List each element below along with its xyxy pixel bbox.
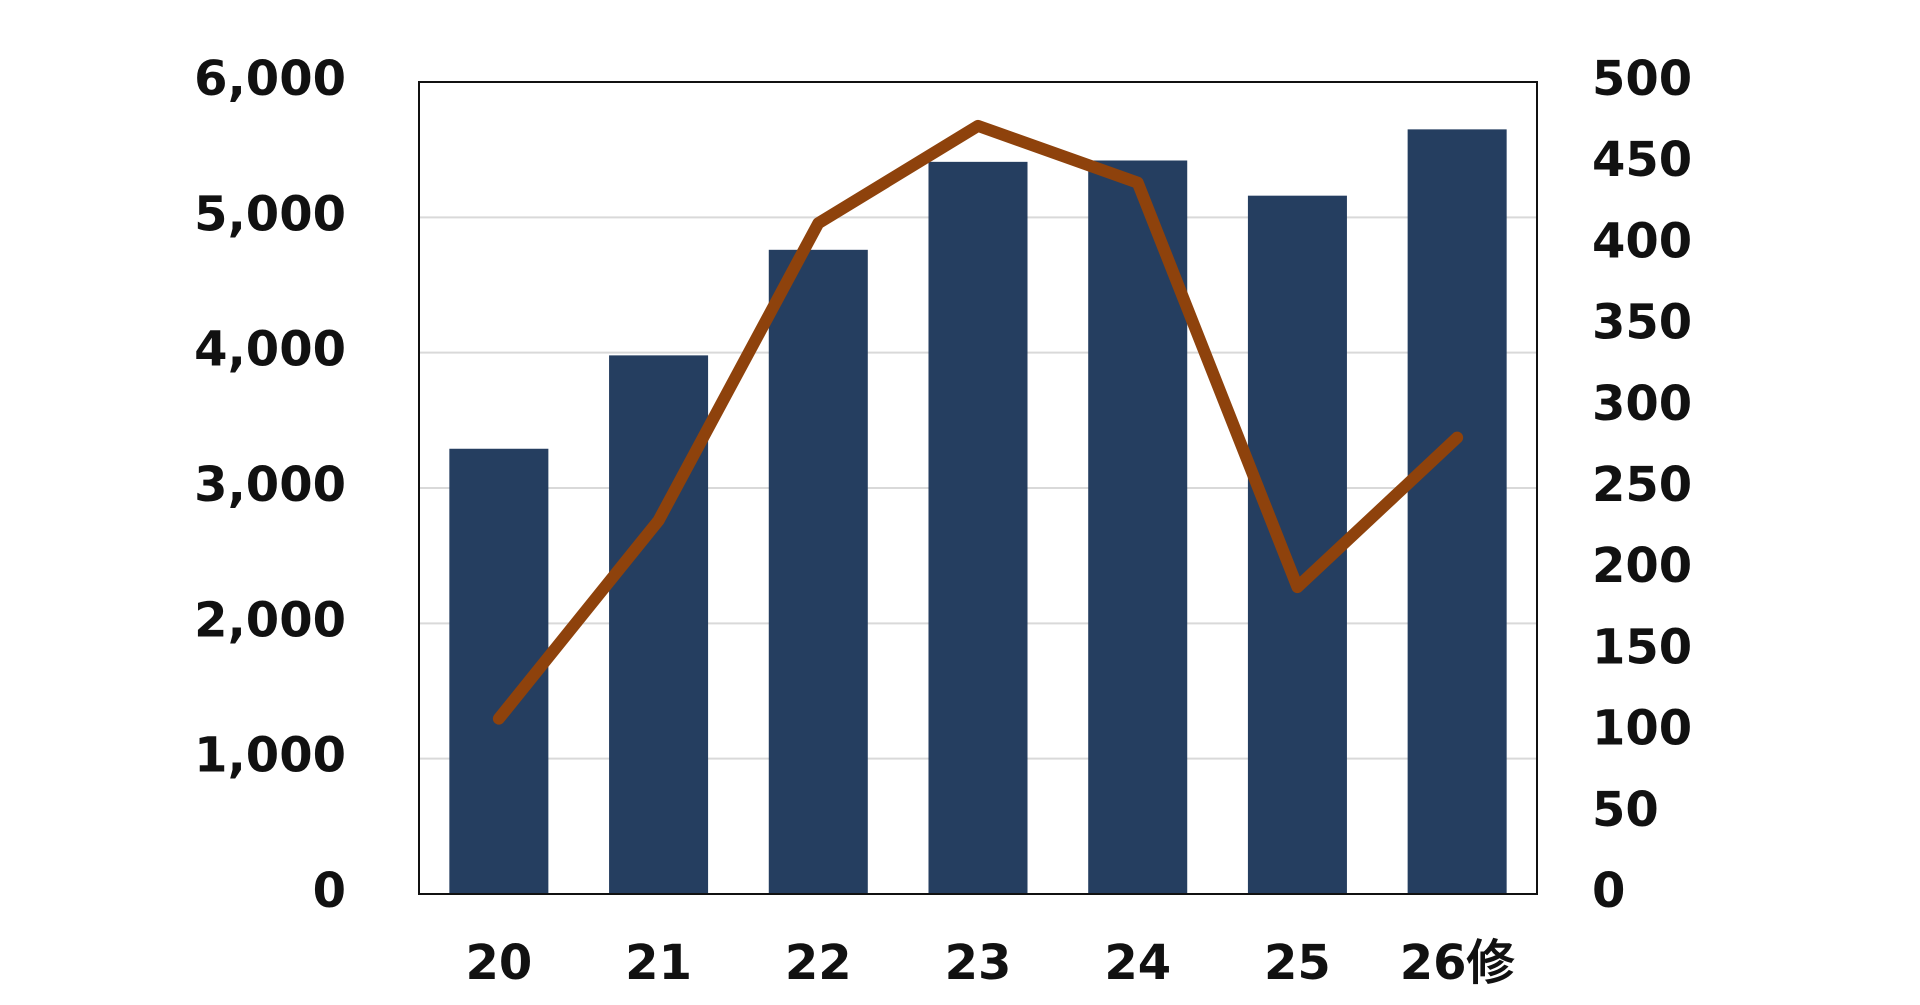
y2-tick-label: 200 — [1592, 538, 1692, 594]
y-tick-label: 5,000 — [194, 186, 346, 242]
bar — [768, 249, 868, 894]
y-tick-label: 1,000 — [194, 728, 346, 784]
bar — [1088, 160, 1188, 894]
y-tick-label: 0 — [313, 863, 346, 919]
y2-tick-label: 450 — [1592, 132, 1692, 188]
x-tick-label: 23 — [945, 935, 1012, 991]
y2-tick-label: 150 — [1592, 619, 1692, 675]
y2-tick-label: 50 — [1592, 782, 1659, 838]
x-tick-label: 25 — [1264, 935, 1331, 991]
labels: 0 1,000 2,000 3,000 4,000 5,000 6,000 0 50 100 150… — [194, 51, 1692, 991]
x-tick-label: 26修 — [1400, 935, 1516, 991]
y2-tick-label: 350 — [1592, 295, 1692, 351]
x-tick-label: 22 — [785, 935, 852, 991]
y2-tick-label: 0 — [1592, 863, 1625, 919]
y-tick-label: 2,000 — [194, 592, 346, 648]
y2-tick-label: 100 — [1592, 701, 1692, 757]
y-tick-label: 4,000 — [194, 322, 346, 378]
x-tick-label: 21 — [625, 935, 692, 991]
x-tick-label: 24 — [1104, 935, 1171, 991]
bar — [609, 355, 709, 895]
y2-tick-label: 300 — [1592, 376, 1692, 432]
marks — [449, 119, 1507, 895]
bar — [1407, 129, 1507, 894]
y2-tick-label: 400 — [1592, 213, 1692, 269]
line — [492, 119, 1464, 725]
bar — [1247, 195, 1347, 894]
y2-tick-label: 500 — [1592, 51, 1692, 107]
plot-frame — [418, 81, 1538, 895]
y2-tick-label: 250 — [1592, 457, 1692, 513]
x-tick-label: 20 — [465, 935, 532, 991]
y-tick-label: 3,000 — [194, 457, 346, 513]
y-tick-label: 6,000 — [194, 51, 346, 107]
bar — [928, 161, 1028, 894]
